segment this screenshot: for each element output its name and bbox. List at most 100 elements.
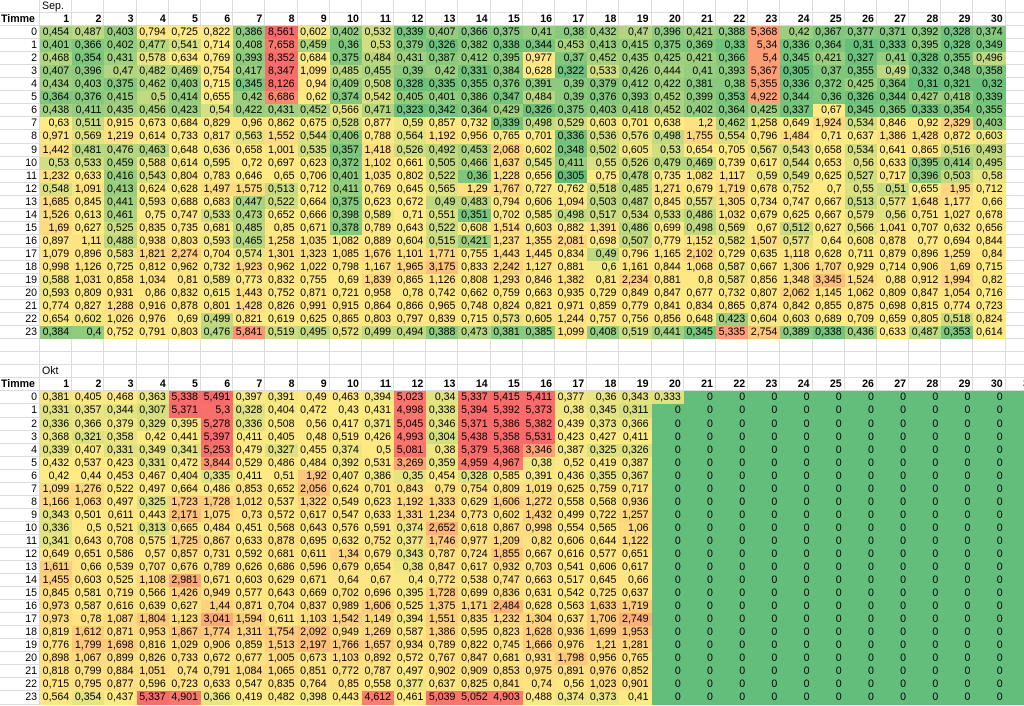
- value-cell[interactable]: 0,496: [973, 52, 1006, 66]
- value-cell[interactable]: 0,529: [233, 456, 266, 470]
- empty-cell[interactable]: [844, 352, 877, 366]
- value-cell[interactable]: 0,723: [168, 678, 201, 692]
- value-cell[interactable]: 0,39: [394, 65, 427, 79]
- value-cell[interactable]: 0,42: [233, 91, 266, 105]
- value-cell[interactable]: 0: [812, 600, 845, 614]
- value-cell[interactable]: 0,572: [329, 326, 362, 340]
- value-cell[interactable]: 0,384: [490, 65, 523, 79]
- value-cell[interactable]: 0: [1005, 391, 1024, 405]
- value-cell[interactable]: 0,53: [40, 156, 73, 170]
- value-cell[interactable]: 0,853: [490, 665, 523, 679]
- value-cell[interactable]: 0,421: [683, 26, 716, 40]
- value-cell[interactable]: 0,662: [458, 287, 491, 301]
- value-cell[interactable]: 0,485: [233, 221, 266, 235]
- value-cell[interactable]: 0: [683, 391, 716, 405]
- empty-cell[interactable]: [426, 0, 459, 14]
- value-cell[interactable]: 1,237: [490, 234, 523, 248]
- value-cell[interactable]: 0: [941, 561, 974, 575]
- value-cell[interactable]: 0,336: [780, 39, 813, 53]
- value-cell[interactable]: 0,643: [297, 521, 330, 535]
- value-cell[interactable]: 0,849: [619, 287, 652, 301]
- value-cell[interactable]: 0: [748, 547, 781, 562]
- value-cell[interactable]: 0,603: [72, 574, 105, 588]
- value-cell[interactable]: 2,092: [297, 626, 330, 640]
- value-cell[interactable]: 0: [973, 521, 1006, 535]
- value-cell[interactable]: 0: [715, 456, 749, 470]
- value-cell[interactable]: 0,519: [619, 326, 652, 340]
- empty-cell[interactable]: [490, 352, 523, 366]
- value-cell[interactable]: 0,725: [104, 260, 137, 274]
- value-cell[interactable]: 0,421: [458, 234, 491, 248]
- value-cell[interactable]: 0,759: [490, 287, 523, 301]
- value-cell[interactable]: 0,641: [876, 143, 910, 157]
- value-cell[interactable]: 0,912: [909, 273, 942, 288]
- value-cell[interactable]: 0: [941, 574, 974, 588]
- value-cell[interactable]: 0,519: [329, 430, 362, 444]
- empty-cell[interactable]: [748, 365, 781, 379]
- value-cell[interactable]: 0,872: [941, 130, 974, 144]
- value-cell[interactable]: 0: [876, 678, 910, 692]
- empty-cell[interactable]: [683, 352, 716, 366]
- value-cell[interactable]: 0,355: [844, 65, 877, 79]
- value-cell[interactable]: 0,456: [136, 104, 169, 118]
- value-cell[interactable]: 0,611: [104, 508, 137, 522]
- value-cell[interactable]: 0: [973, 534, 1006, 548]
- value-cell[interactable]: 0,649: [780, 117, 813, 131]
- value-cell[interactable]: 0: [715, 691, 749, 705]
- value-cell[interactable]: 0,569: [715, 221, 749, 235]
- value-cell[interactable]: 1,127: [522, 260, 555, 274]
- value-cell[interactable]: 0,871: [104, 626, 137, 640]
- value-cell[interactable]: 0,665: [168, 521, 201, 535]
- value-cell[interactable]: 0,443: [329, 691, 362, 705]
- value-cell[interactable]: 0,418: [619, 104, 652, 118]
- empty-cell[interactable]: [555, 339, 588, 353]
- value-cell[interactable]: 0,582: [715, 234, 749, 248]
- value-cell[interactable]: 0: [812, 443, 845, 457]
- value-cell[interactable]: 0,333: [876, 39, 910, 53]
- value-cell[interactable]: 0,652: [265, 482, 298, 496]
- empty-cell[interactable]: [136, 0, 169, 14]
- value-cell[interactable]: 0,411: [555, 156, 588, 170]
- value-cell[interactable]: 0,732: [458, 117, 491, 131]
- value-cell[interactable]: 0,78: [72, 613, 105, 627]
- value-cell[interactable]: 0,441: [168, 430, 201, 444]
- value-cell[interactable]: 0: [715, 587, 749, 601]
- value-cell[interactable]: 0: [715, 600, 749, 614]
- empty-cell[interactable]: [458, 339, 491, 353]
- value-cell[interactable]: 0,625: [555, 482, 588, 496]
- empty-cell[interactable]: [941, 352, 974, 366]
- value-cell[interactable]: 0,745: [490, 639, 523, 653]
- value-cell[interactable]: 0,463: [136, 143, 169, 157]
- empty-cell[interactable]: [394, 365, 427, 379]
- value-cell[interactable]: 0,712: [973, 182, 1006, 196]
- value-cell[interactable]: 0: [812, 626, 845, 640]
- value-cell[interactable]: 0,534: [844, 117, 877, 131]
- value-cell[interactable]: 0: [909, 521, 942, 535]
- value-cell[interactable]: 0: [844, 404, 877, 418]
- value-cell[interactable]: 0: [941, 652, 974, 666]
- value-cell[interactable]: 0,355: [941, 52, 974, 66]
- value-cell[interactable]: 0,731: [200, 547, 234, 562]
- value-cell[interactable]: 0,431: [361, 404, 395, 418]
- value-cell[interactable]: 0,864: [361, 300, 395, 314]
- value-cell[interactable]: 0,606: [555, 534, 588, 548]
- value-cell[interactable]: 1,322: [297, 495, 330, 509]
- value-cell[interactable]: 0,704: [265, 600, 298, 614]
- value-cell[interactable]: 0,453: [555, 39, 588, 53]
- empty-cell[interactable]: [1005, 78, 1024, 92]
- value-cell[interactable]: 0,321: [941, 78, 974, 92]
- value-cell[interactable]: 0,554: [555, 521, 588, 535]
- value-cell[interactable]: 0: [876, 587, 910, 601]
- value-cell[interactable]: 0,67: [361, 574, 395, 588]
- value-cell[interactable]: 0,355: [973, 104, 1006, 118]
- value-cell[interactable]: 0,874: [748, 300, 781, 314]
- value-cell[interactable]: 0,818: [40, 665, 73, 679]
- value-cell[interactable]: 0,539: [104, 561, 137, 575]
- value-cell[interactable]: 0,549: [329, 495, 362, 509]
- value-cell[interactable]: 0,677: [683, 287, 716, 301]
- value-cell[interactable]: 0,614: [973, 326, 1006, 340]
- value-cell[interactable]: 0: [876, 495, 910, 509]
- empty-cell[interactable]: [458, 365, 491, 379]
- value-cell[interactable]: 1,666: [522, 639, 555, 653]
- value-cell[interactable]: 5,415: [490, 391, 523, 405]
